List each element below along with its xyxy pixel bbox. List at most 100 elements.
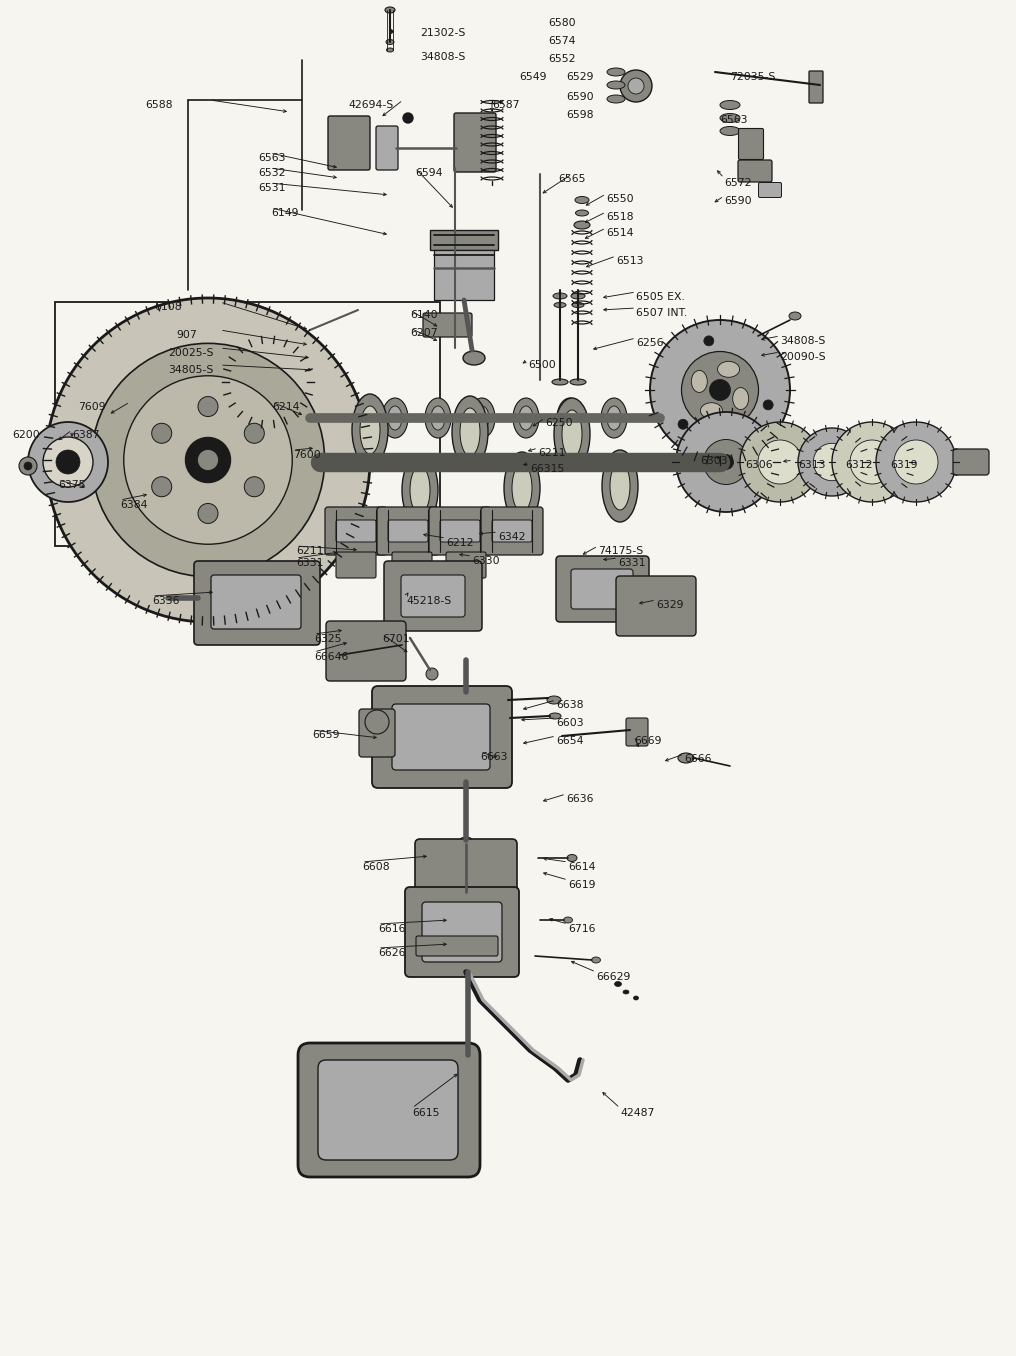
- Text: 6603: 6603: [556, 717, 583, 728]
- FancyBboxPatch shape: [388, 519, 428, 542]
- Circle shape: [151, 423, 172, 443]
- Text: 6587: 6587: [492, 100, 519, 110]
- Text: 6531: 6531: [258, 183, 285, 193]
- Text: 6505 EX.: 6505 EX.: [636, 292, 685, 302]
- Circle shape: [365, 711, 389, 734]
- Ellipse shape: [463, 351, 485, 365]
- Text: 6663: 6663: [480, 753, 508, 762]
- Ellipse shape: [564, 917, 572, 923]
- Text: 6666: 6666: [684, 754, 711, 763]
- Ellipse shape: [575, 210, 588, 216]
- Ellipse shape: [386, 39, 394, 45]
- Ellipse shape: [717, 361, 740, 377]
- Ellipse shape: [623, 990, 629, 994]
- Text: 6588: 6588: [145, 100, 173, 110]
- FancyBboxPatch shape: [759, 183, 781, 198]
- Text: 6532: 6532: [258, 168, 285, 178]
- Circle shape: [426, 669, 438, 679]
- Text: 907: 907: [176, 330, 197, 340]
- Circle shape: [24, 462, 31, 471]
- Text: 6303: 6303: [700, 456, 727, 466]
- Circle shape: [198, 396, 218, 416]
- Text: 6716: 6716: [568, 923, 595, 934]
- Ellipse shape: [460, 890, 472, 895]
- FancyBboxPatch shape: [454, 113, 496, 172]
- Ellipse shape: [425, 399, 451, 438]
- Ellipse shape: [789, 312, 801, 320]
- FancyBboxPatch shape: [298, 1043, 480, 1177]
- Text: 6572: 6572: [724, 178, 752, 188]
- Circle shape: [718, 454, 734, 469]
- Text: 6549: 6549: [519, 72, 547, 81]
- Circle shape: [620, 71, 652, 102]
- Text: 6563: 6563: [720, 115, 748, 125]
- Text: 6619: 6619: [568, 880, 595, 890]
- FancyBboxPatch shape: [416, 936, 498, 956]
- Text: 6552: 6552: [548, 54, 575, 64]
- Text: 6214: 6214: [272, 401, 300, 412]
- Ellipse shape: [553, 293, 567, 300]
- Ellipse shape: [554, 302, 566, 308]
- Text: 6669: 6669: [634, 736, 661, 746]
- Text: 7600: 7600: [293, 450, 321, 460]
- Ellipse shape: [720, 100, 740, 110]
- FancyBboxPatch shape: [377, 507, 439, 555]
- Ellipse shape: [552, 378, 568, 385]
- FancyBboxPatch shape: [328, 117, 370, 170]
- Ellipse shape: [547, 696, 561, 704]
- Text: 6580: 6580: [548, 18, 576, 28]
- Ellipse shape: [352, 395, 388, 466]
- Ellipse shape: [634, 997, 638, 999]
- Ellipse shape: [700, 403, 722, 419]
- Text: 34805-S: 34805-S: [168, 365, 213, 376]
- FancyBboxPatch shape: [429, 507, 491, 555]
- Circle shape: [850, 439, 894, 484]
- Ellipse shape: [607, 68, 625, 76]
- Text: 6514: 6514: [606, 228, 634, 239]
- Circle shape: [813, 443, 850, 480]
- FancyBboxPatch shape: [392, 704, 490, 770]
- Text: 6207: 6207: [410, 328, 438, 338]
- Bar: [434, 250, 494, 300]
- Ellipse shape: [386, 47, 393, 52]
- FancyBboxPatch shape: [422, 902, 502, 961]
- Text: 42694-S: 42694-S: [348, 100, 393, 110]
- Ellipse shape: [720, 126, 740, 136]
- Bar: [55, 302, 440, 546]
- Ellipse shape: [554, 399, 590, 471]
- Text: 6312: 6312: [845, 460, 873, 471]
- Circle shape: [244, 423, 264, 443]
- Ellipse shape: [575, 197, 589, 203]
- Ellipse shape: [610, 462, 630, 510]
- Text: 6614: 6614: [568, 862, 595, 872]
- Text: 42487: 42487: [620, 1108, 654, 1117]
- Text: 6306: 6306: [745, 460, 772, 471]
- Text: 6518: 6518: [606, 212, 634, 222]
- Text: 6250: 6250: [545, 418, 573, 428]
- Circle shape: [876, 422, 956, 502]
- Ellipse shape: [570, 378, 586, 385]
- Text: 66629: 66629: [596, 972, 630, 982]
- Circle shape: [185, 438, 231, 483]
- Bar: [430, 231, 498, 250]
- Ellipse shape: [452, 396, 488, 468]
- Text: 6590: 6590: [566, 92, 593, 102]
- FancyBboxPatch shape: [626, 717, 648, 746]
- Ellipse shape: [431, 405, 445, 430]
- Ellipse shape: [360, 405, 380, 454]
- FancyBboxPatch shape: [325, 507, 387, 555]
- Ellipse shape: [475, 405, 489, 430]
- FancyBboxPatch shape: [423, 313, 472, 338]
- Text: 6529: 6529: [566, 72, 593, 81]
- Ellipse shape: [557, 399, 583, 438]
- FancyBboxPatch shape: [616, 576, 696, 636]
- FancyBboxPatch shape: [405, 887, 519, 978]
- FancyBboxPatch shape: [481, 507, 543, 555]
- Text: 6565: 6565: [558, 174, 585, 184]
- Text: 6563: 6563: [258, 153, 285, 163]
- Text: 6654: 6654: [556, 736, 583, 746]
- Text: 21302-S: 21302-S: [420, 28, 465, 38]
- Ellipse shape: [720, 114, 740, 122]
- FancyBboxPatch shape: [372, 686, 512, 788]
- Circle shape: [628, 79, 644, 94]
